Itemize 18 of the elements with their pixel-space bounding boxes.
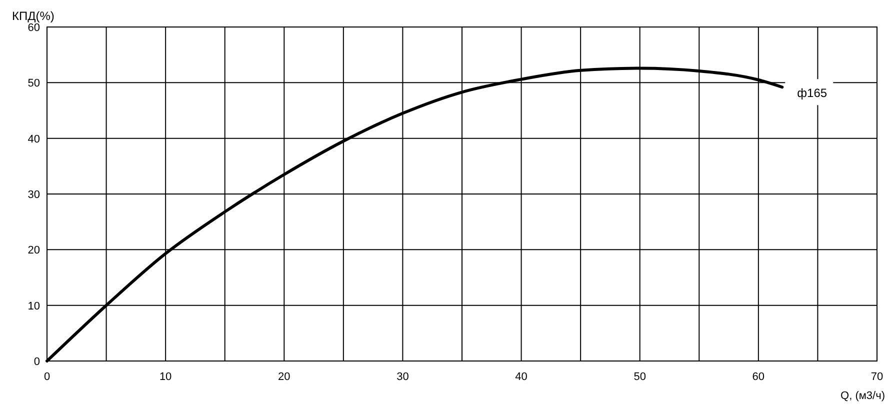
x-tick-label: 0 [44, 371, 50, 383]
x-tick-label: 60 [752, 371, 765, 383]
x-tick-label: 20 [278, 371, 290, 383]
y-tick-label: 0 [34, 356, 40, 368]
x-tick-label: 50 [634, 371, 646, 383]
x-axis-title: Q, (м3/ч) [840, 390, 885, 402]
x-tick-label: 30 [396, 371, 409, 383]
y-axis-title: КПД(%) [12, 9, 54, 23]
annotation: ф165 [797, 86, 828, 100]
x-tick-label: 40 [515, 371, 528, 383]
y-tick-label: 60 [28, 22, 40, 34]
y-tick-label: 30 [28, 189, 40, 201]
y-tick-label: 10 [28, 300, 40, 312]
x-tick-label: 10 [159, 371, 172, 383]
x-tick-label: 70 [870, 371, 884, 383]
y-tick-label: 20 [28, 244, 40, 257]
y-tick-label: 50 [28, 78, 40, 90]
y-tick-label: 40 [28, 133, 40, 146]
